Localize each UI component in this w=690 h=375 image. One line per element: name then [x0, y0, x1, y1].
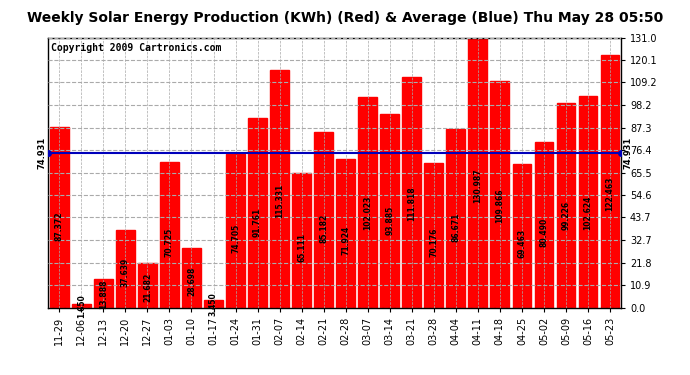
Text: 69.463: 69.463: [518, 228, 526, 258]
Text: 74.931: 74.931: [37, 137, 46, 169]
Text: 122.463: 122.463: [606, 177, 615, 211]
Bar: [138, 263, 157, 308]
Bar: [446, 129, 465, 308]
Bar: [557, 103, 575, 308]
Text: 85.182: 85.182: [319, 214, 328, 243]
Text: 102.023: 102.023: [363, 196, 372, 230]
Text: 71.924: 71.924: [341, 226, 350, 255]
Text: 109.866: 109.866: [495, 188, 504, 223]
Bar: [358, 97, 377, 308]
Bar: [270, 70, 289, 308]
Text: 65.111: 65.111: [297, 232, 306, 262]
Text: 86.671: 86.671: [451, 212, 460, 242]
Bar: [248, 118, 267, 308]
Bar: [336, 159, 355, 308]
Bar: [72, 304, 90, 307]
Bar: [513, 164, 531, 308]
Bar: [535, 142, 553, 308]
Text: 28.698: 28.698: [187, 266, 196, 296]
Text: 87.372: 87.372: [55, 212, 63, 241]
Bar: [182, 248, 201, 308]
Text: 115.331: 115.331: [275, 183, 284, 218]
Bar: [160, 162, 179, 308]
Bar: [293, 173, 311, 308]
Text: 70.176: 70.176: [429, 228, 438, 257]
Bar: [94, 279, 112, 308]
Bar: [469, 38, 487, 308]
Text: 21.682: 21.682: [143, 273, 152, 302]
Text: 70.725: 70.725: [165, 227, 174, 256]
Text: Weekly Solar Energy Production (KWh) (Red) & Average (Blue) Thu May 28 05:50: Weekly Solar Energy Production (KWh) (Re…: [27, 11, 663, 25]
Text: 130.987: 130.987: [473, 169, 482, 203]
Bar: [402, 77, 421, 308]
Text: 91.761: 91.761: [253, 208, 262, 237]
Bar: [50, 128, 69, 308]
Text: 102.624: 102.624: [584, 195, 593, 230]
Bar: [380, 114, 399, 308]
Text: 13.888: 13.888: [99, 280, 108, 309]
Text: 1.650: 1.650: [77, 294, 86, 318]
Text: Copyright 2009 Cartronics.com: Copyright 2009 Cartronics.com: [51, 43, 221, 53]
Bar: [116, 230, 135, 308]
Bar: [424, 163, 443, 308]
Text: 37.639: 37.639: [121, 258, 130, 287]
Text: 3.450: 3.450: [209, 292, 218, 316]
Text: 74.931: 74.931: [623, 137, 632, 169]
Bar: [579, 96, 598, 308]
Text: 99.226: 99.226: [562, 201, 571, 230]
Bar: [204, 300, 223, 307]
Bar: [491, 81, 509, 308]
Text: 93.885: 93.885: [385, 206, 394, 235]
Text: 111.818: 111.818: [407, 186, 416, 221]
Text: 80.490: 80.490: [540, 218, 549, 248]
Bar: [226, 153, 245, 308]
Bar: [314, 132, 333, 308]
Text: 74.705: 74.705: [231, 224, 240, 253]
Bar: [600, 55, 620, 308]
